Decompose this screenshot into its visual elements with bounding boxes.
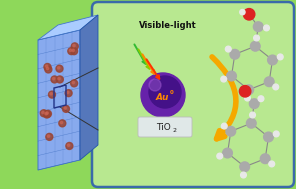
Circle shape <box>277 54 283 60</box>
Circle shape <box>269 161 275 167</box>
Circle shape <box>44 110 52 117</box>
Circle shape <box>250 41 260 51</box>
Circle shape <box>264 77 274 87</box>
FancyBboxPatch shape <box>92 2 294 187</box>
Polygon shape <box>38 15 98 40</box>
Circle shape <box>52 77 55 80</box>
Circle shape <box>46 65 48 67</box>
Circle shape <box>44 111 50 118</box>
Circle shape <box>68 48 75 55</box>
Circle shape <box>50 93 52 95</box>
Circle shape <box>57 67 60 69</box>
Circle shape <box>67 91 69 94</box>
Circle shape <box>250 99 259 108</box>
Circle shape <box>221 76 227 82</box>
Circle shape <box>273 84 279 90</box>
Circle shape <box>264 25 269 31</box>
Circle shape <box>56 76 63 83</box>
Circle shape <box>264 132 273 142</box>
Circle shape <box>258 96 264 101</box>
Circle shape <box>73 44 75 47</box>
Circle shape <box>72 81 75 84</box>
Circle shape <box>243 9 255 20</box>
Circle shape <box>149 76 181 108</box>
Text: 2: 2 <box>173 128 177 132</box>
Circle shape <box>65 90 72 97</box>
Circle shape <box>244 85 254 94</box>
Circle shape <box>240 162 250 172</box>
Circle shape <box>239 86 251 97</box>
Circle shape <box>60 121 63 124</box>
Circle shape <box>223 148 232 158</box>
Circle shape <box>247 118 256 128</box>
Circle shape <box>230 50 240 59</box>
Text: 0: 0 <box>170 90 174 94</box>
Circle shape <box>67 144 70 146</box>
Circle shape <box>244 95 250 101</box>
Circle shape <box>46 67 49 70</box>
Circle shape <box>44 64 51 70</box>
Circle shape <box>227 71 237 81</box>
Circle shape <box>69 49 72 52</box>
Polygon shape <box>38 30 80 170</box>
Circle shape <box>260 154 270 163</box>
Circle shape <box>149 79 161 91</box>
Circle shape <box>51 76 58 83</box>
Circle shape <box>71 43 78 50</box>
Text: Visible-light: Visible-light <box>139 22 197 30</box>
Circle shape <box>72 49 75 52</box>
Circle shape <box>241 172 246 178</box>
Circle shape <box>59 120 66 127</box>
Circle shape <box>141 73 185 117</box>
Circle shape <box>254 35 259 41</box>
Circle shape <box>226 126 236 136</box>
Circle shape <box>45 112 47 115</box>
Circle shape <box>253 22 263 32</box>
Circle shape <box>66 143 73 149</box>
Circle shape <box>62 105 70 112</box>
Circle shape <box>42 111 44 114</box>
Circle shape <box>240 9 245 15</box>
Circle shape <box>71 80 78 87</box>
Circle shape <box>40 110 47 117</box>
Text: Au: Au <box>155 92 169 101</box>
Polygon shape <box>80 15 98 160</box>
Circle shape <box>221 123 227 129</box>
Circle shape <box>58 77 60 80</box>
Circle shape <box>46 133 53 140</box>
Circle shape <box>56 65 63 72</box>
Circle shape <box>250 112 255 118</box>
Circle shape <box>274 131 279 137</box>
Circle shape <box>226 46 231 52</box>
Circle shape <box>268 55 277 65</box>
Circle shape <box>217 153 223 159</box>
FancyBboxPatch shape <box>138 117 192 137</box>
Text: TiO: TiO <box>156 123 170 132</box>
Circle shape <box>49 91 55 98</box>
Circle shape <box>45 66 52 73</box>
Circle shape <box>47 135 50 137</box>
Circle shape <box>64 107 66 109</box>
Circle shape <box>46 112 48 114</box>
Circle shape <box>70 48 78 55</box>
